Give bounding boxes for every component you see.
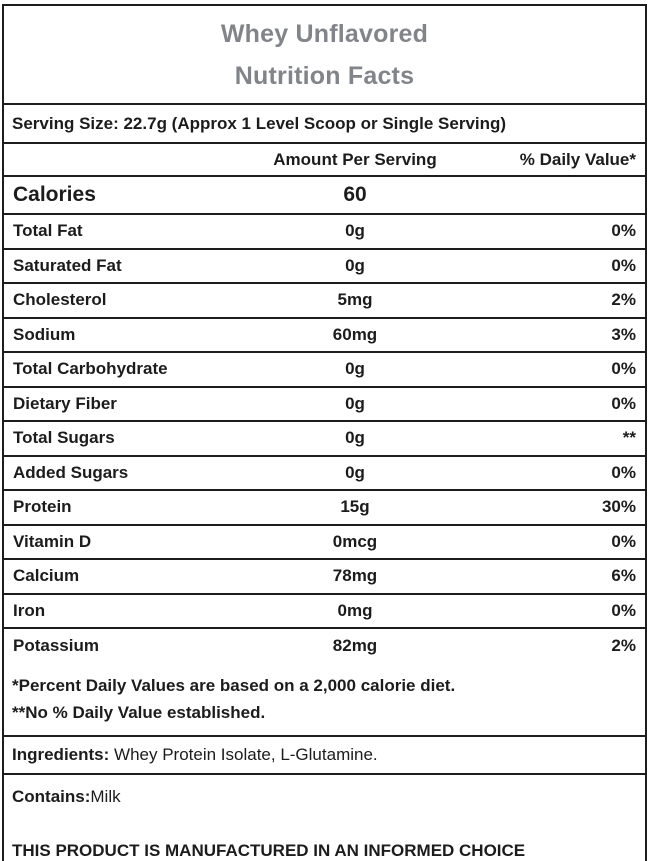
nutrient-name: Iron — [13, 600, 46, 620]
nutrient-row-sodium: Sodium 60mg 3% — [4, 319, 645, 353]
nutrient-amount: 0g — [345, 221, 365, 241]
calories-row: Calories 60 — [4, 177, 645, 215]
nutrient-amount: 0g — [345, 359, 365, 379]
nutrient-row-protein: Protein 15g 30% — [4, 491, 645, 526]
nutrient-amount: 78mg — [332, 566, 378, 586]
nutrient-dv: 6% — [611, 566, 636, 586]
nutrient-name: Total Sugars — [13, 428, 115, 448]
nutrient-name: Cholesterol — [13, 290, 107, 310]
facility-statement: THIS PRODUCT IS MANUFACTURED IN AN INFOR… — [12, 840, 526, 860]
contains-label: Contains: — [12, 786, 91, 806]
nutrient-dv: 0% — [611, 255, 636, 275]
nutrient-name: Vitamin D — [13, 531, 92, 551]
nutrient-dv: 2% — [611, 290, 636, 310]
nutrition-label: Whey Unflavored Nutrition Facts Serving … — [2, 4, 647, 861]
nutrient-row-potassium: Potassium 82mg 2% — [4, 629, 645, 664]
nutrient-rows-container: Total Fat 0g 0% Saturated Fat 0g 0% Chol… — [4, 215, 645, 664]
nutrient-name: Protein — [13, 497, 72, 517]
nutrient-amount: 82mg — [332, 636, 378, 656]
nutrient-name: Total Fat — [13, 221, 83, 241]
nutrient-name: Added Sugars — [13, 462, 129, 482]
nutrient-amount: 15g — [340, 497, 370, 517]
nutrient-row-vitamin-d: Vitamin D 0mcg 0% — [4, 526, 645, 560]
nutrient-name: Sodium — [13, 324, 76, 344]
calories-label: Calories — [13, 183, 96, 206]
nutrition-facts-heading: Nutrition Facts — [234, 62, 415, 90]
footnote-daily-values: *Percent Daily Values are based on a 2,0… — [12, 675, 456, 695]
nutrient-name: Dietary Fiber — [13, 393, 117, 413]
nutrient-row-added-sugars: Added Sugars 0g 0% — [4, 457, 645, 491]
nutrient-name: Saturated Fat — [13, 255, 122, 275]
serving-size-row: Serving Size: 22.7g (Approx 1 Level Scoo… — [4, 105, 645, 144]
product-title: Whey Unflavored — [220, 20, 429, 48]
footnote-block: *Percent Daily Values are based on a 2,0… — [4, 664, 645, 737]
nutrient-amount: 0mg — [337, 600, 373, 620]
nutrient-amount: 60mg — [332, 324, 378, 344]
ingredients-value: Whey Protein Isolate, L-Glutamine. — [109, 744, 378, 764]
nutrient-row-total-fat: Total Fat 0g 0% — [4, 215, 645, 250]
nutrient-row-dietary-fiber: Dietary Fiber 0g 0% — [4, 388, 645, 422]
nutrient-dv: 0% — [611, 600, 636, 620]
contains-line: Contains:Milk — [12, 785, 637, 809]
nutrient-row-total-carbohydrate: Total Carbohydrate 0g 0% — [4, 353, 645, 388]
nutrient-dv: 3% — [611, 324, 636, 344]
nutrient-dv: 0% — [611, 531, 636, 551]
nutrient-dv: 0% — [611, 359, 636, 379]
nutrient-dv: 0% — [611, 393, 636, 413]
nutrient-row-total-sugars: Total Sugars 0g ** — [4, 422, 645, 457]
nutrient-amount: 0g — [345, 428, 365, 448]
nutrient-name: Potassium — [13, 636, 99, 656]
nutrient-amount: 0g — [345, 393, 365, 413]
contains-block: Contains:Milk THIS PRODUCT IS MANUFACTUR… — [4, 775, 645, 861]
nutrient-dv: 0% — [611, 221, 636, 241]
nutrient-row-calcium: Calcium 78mg 6% — [4, 560, 645, 595]
nutrient-name: Total Carbohydrate — [13, 359, 168, 379]
nutrient-dv: 0% — [611, 462, 636, 482]
contains-value: Milk — [90, 786, 121, 806]
ingredients-label: Ingredients: — [12, 744, 110, 764]
title-block: Whey Unflavored Nutrition Facts — [4, 6, 645, 105]
nutrient-row-iron: Iron 0mg 0% — [4, 595, 645, 629]
nutrient-amount: 5mg — [337, 290, 373, 310]
calories-amount: 60 — [343, 183, 367, 206]
nutrient-amount: 0g — [345, 255, 365, 275]
daily-value-header: % Daily Value* — [519, 149, 636, 169]
ingredients-row: Ingredients: Whey Protein Isolate, L-Glu… — [4, 737, 645, 775]
nutrient-dv: 2% — [611, 636, 636, 656]
amount-per-serving-header: Amount Per Serving — [273, 149, 437, 169]
footnote-no-dv-established: **No % Daily Value established. — [12, 702, 266, 722]
nutrient-row-cholesterol: Cholesterol 5mg 2% — [4, 284, 645, 319]
nutrient-amount: 0mcg — [332, 531, 378, 551]
nutrient-dv: 30% — [601, 497, 636, 517]
nutrient-name: Calcium — [13, 566, 80, 586]
nutrient-amount: 0g — [345, 462, 365, 482]
serving-size-text: Serving Size: 22.7g (Approx 1 Level Scoo… — [12, 114, 507, 133]
column-header-row: Amount Per Serving % Daily Value* — [4, 144, 645, 177]
nutrient-dv: ** — [622, 428, 636, 448]
nutrient-row-saturated-fat: Saturated Fat 0g 0% — [4, 250, 645, 284]
